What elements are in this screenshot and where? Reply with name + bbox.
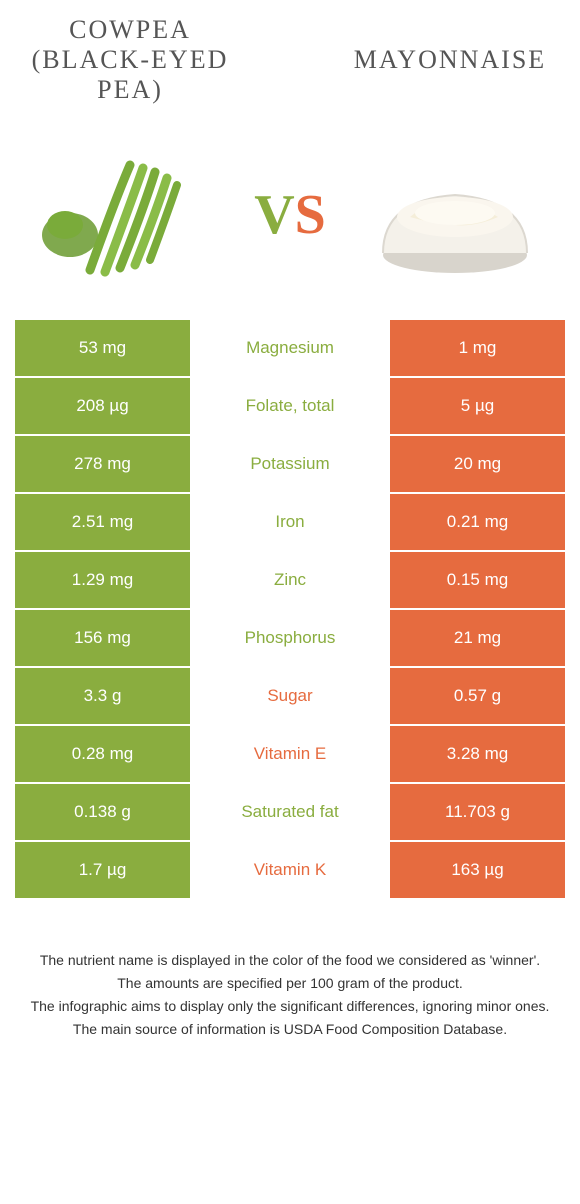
right-value-cell: 21 mg	[390, 610, 565, 666]
right-value-cell: 0.57 g	[390, 668, 565, 724]
nutrient-table: 53 mgMagnesium1 mg208 µgFolate, total5 µ…	[15, 320, 565, 900]
footer-notes: The nutrient name is displayed in the co…	[0, 900, 580, 1062]
images-row: VS	[0, 100, 580, 320]
vs-v-letter: V	[254, 184, 294, 246]
right-value-cell: 3.28 mg	[390, 726, 565, 782]
left-value-cell: 2.51 mg	[15, 494, 190, 550]
nutrient-name-cell: Sugar	[190, 668, 390, 724]
footer-line-2: The amounts are specified per 100 gram o…	[25, 973, 555, 994]
mayonnaise-image	[360, 135, 550, 295]
right-value-cell: 0.21 mg	[390, 494, 565, 550]
table-row: 53 mgMagnesium1 mg	[15, 320, 565, 378]
nutrient-name-cell: Vitamin E	[190, 726, 390, 782]
right-value-cell: 11.703 g	[390, 784, 565, 840]
nutrient-name-cell: Zinc	[190, 552, 390, 608]
nutrient-name-cell: Folate, total	[190, 378, 390, 434]
right-value-cell: 20 mg	[390, 436, 565, 492]
nutrient-name-cell: Phosphorus	[190, 610, 390, 666]
left-value-cell: 0.28 mg	[15, 726, 190, 782]
footer-line-4: The main source of information is USDA F…	[25, 1019, 555, 1040]
table-row: 278 mgPotassium20 mg	[15, 436, 565, 494]
table-row: 3.3 gSugar0.57 g	[15, 668, 565, 726]
left-value-cell: 0.138 g	[15, 784, 190, 840]
table-row: 2.51 mgIron0.21 mg	[15, 494, 565, 552]
left-value-cell: 156 mg	[15, 610, 190, 666]
left-value-cell: 278 mg	[15, 436, 190, 492]
nutrient-name-cell: Vitamin K	[190, 842, 390, 898]
vs-s-letter: S	[295, 184, 326, 246]
infographic-container: COWPEA (BLACK-EYED PEA) MAYONNAISE VS	[0, 0, 580, 1204]
table-row: 1.29 mgZinc0.15 mg	[15, 552, 565, 610]
right-food-title: MAYONNAISE	[350, 45, 550, 75]
left-value-cell: 53 mg	[15, 320, 190, 376]
header-row: COWPEA (BLACK-EYED PEA) MAYONNAISE	[0, 20, 580, 100]
table-row: 0.138 gSaturated fat11.703 g	[15, 784, 565, 842]
left-value-cell: 208 µg	[15, 378, 190, 434]
right-value-cell: 1 mg	[390, 320, 565, 376]
nutrient-name-cell: Magnesium	[190, 320, 390, 376]
nutrient-name-cell: Iron	[190, 494, 390, 550]
left-food-title: COWPEA (BLACK-EYED PEA)	[30, 15, 230, 105]
footer-line-1: The nutrient name is displayed in the co…	[25, 950, 555, 971]
nutrient-name-cell: Potassium	[190, 436, 390, 492]
table-row: 1.7 µgVitamin K163 µg	[15, 842, 565, 900]
cowpea-image	[30, 135, 220, 295]
right-value-cell: 0.15 mg	[390, 552, 565, 608]
left-value-cell: 3.3 g	[15, 668, 190, 724]
left-value-cell: 1.29 mg	[15, 552, 190, 608]
left-value-cell: 1.7 µg	[15, 842, 190, 898]
footer-line-3: The infographic aims to display only the…	[25, 996, 555, 1017]
right-value-cell: 163 µg	[390, 842, 565, 898]
table-row: 0.28 mgVitamin E3.28 mg	[15, 726, 565, 784]
table-row: 156 mgPhosphorus21 mg	[15, 610, 565, 668]
table-row: 208 µgFolate, total5 µg	[15, 378, 565, 436]
right-value-cell: 5 µg	[390, 378, 565, 434]
nutrient-name-cell: Saturated fat	[190, 784, 390, 840]
vs-badge: VS	[254, 183, 326, 247]
